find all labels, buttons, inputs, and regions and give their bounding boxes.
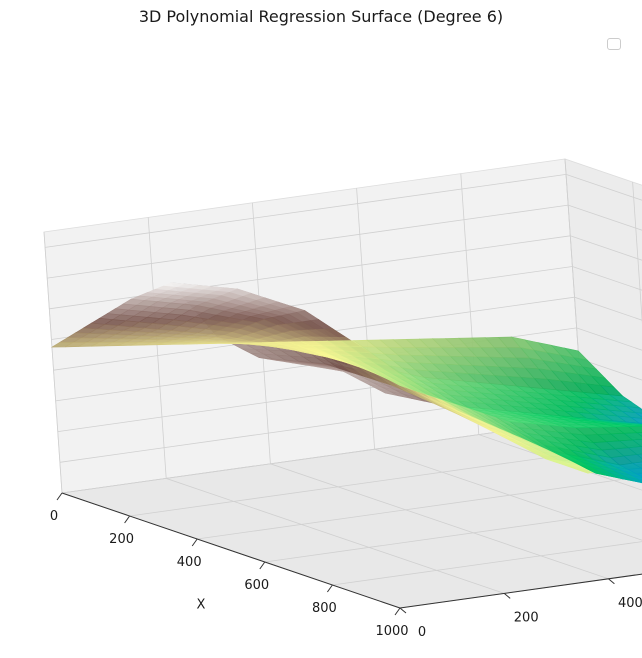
z-gridline xyxy=(49,235,642,310)
y-tick xyxy=(399,607,407,614)
surface-patch xyxy=(564,347,588,361)
z-gridline xyxy=(45,173,642,248)
axes: 0200400600800100002004006008001000485052… xyxy=(50,492,642,640)
x-tick-label: 200 xyxy=(109,532,134,547)
surface-patch xyxy=(634,412,642,418)
x-tick-label: 1000 xyxy=(375,624,408,639)
x-tick xyxy=(191,538,198,547)
x-gridline xyxy=(197,476,642,540)
x-tick-label: 600 xyxy=(244,578,269,593)
y-axis-line xyxy=(399,573,642,609)
y-tick xyxy=(608,578,615,585)
z-gridline xyxy=(53,296,642,371)
x-gridline xyxy=(332,541,642,586)
surface-patch xyxy=(636,453,642,459)
y-tick-label: 400 xyxy=(618,596,642,611)
x-tick xyxy=(124,515,131,524)
y-tick xyxy=(503,593,511,599)
x-tick xyxy=(56,492,63,501)
surface-patch xyxy=(636,432,642,437)
surface xyxy=(50,282,642,484)
z-gridline xyxy=(47,204,642,279)
x-tick xyxy=(394,607,401,616)
x-tick xyxy=(259,561,266,570)
z-gridline xyxy=(55,327,642,402)
x-gridline xyxy=(129,181,642,517)
chart-title: 3D Polynomial Regression Surface (Degree… xyxy=(138,7,504,26)
x-tick-label: 400 xyxy=(177,555,202,570)
x-tick-label: 0 xyxy=(50,509,58,524)
surface-patch xyxy=(635,473,642,477)
y-tick-label: 0 xyxy=(418,625,426,640)
x-gridline xyxy=(264,508,642,563)
legend xyxy=(607,38,621,50)
x-tick xyxy=(326,584,333,593)
x-tick-label: 800 xyxy=(312,601,337,616)
y-tick-label: 200 xyxy=(514,610,539,625)
x-axis-label: X xyxy=(197,598,206,613)
x-axis-line xyxy=(61,492,401,609)
